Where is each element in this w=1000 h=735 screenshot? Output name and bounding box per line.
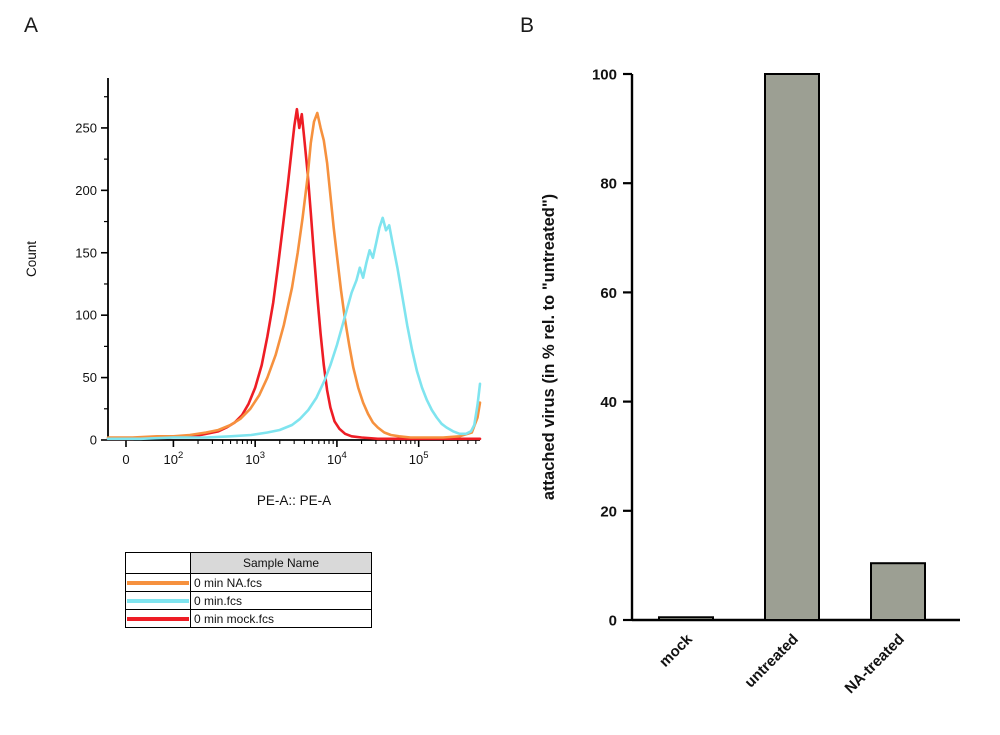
y-tick-label: 60 bbox=[600, 285, 617, 302]
bar-untreated bbox=[764, 73, 820, 621]
legend-sample-name: 0 min mock.fcs bbox=[190, 609, 372, 628]
legend-sample-name: 0 min NA.fcs bbox=[190, 573, 372, 592]
legend-row: 0 min NA.fcs bbox=[125, 573, 372, 592]
y-tick-label: 100 bbox=[75, 308, 97, 323]
legend-color-swatch bbox=[125, 609, 191, 628]
flow-ylabel: Count bbox=[24, 241, 39, 277]
y-tick-label: 250 bbox=[75, 120, 97, 135]
legend-color-swatch bbox=[125, 573, 191, 592]
x-tick-label: 0 bbox=[122, 452, 129, 467]
legend-row: 0 min.fcs bbox=[125, 591, 372, 610]
bar-mock bbox=[658, 616, 714, 622]
legend-color-swatch bbox=[125, 591, 191, 610]
legend-row: 0 min mock.fcs bbox=[125, 609, 372, 628]
legend-header-row: Sample Name bbox=[125, 552, 372, 574]
x-tick-label: 105 bbox=[409, 450, 429, 467]
x-category-label: untreated bbox=[741, 631, 801, 691]
x-category-label: mock bbox=[656, 630, 696, 670]
sample-legend-table: Sample Name 0 min NA.fcs 0 min.fcs 0 min mo… bbox=[125, 552, 372, 628]
x-tick-label: 103 bbox=[245, 450, 265, 467]
y-tick-label: 80 bbox=[600, 176, 617, 193]
x-tick-label: 104 bbox=[327, 450, 347, 467]
bar-chart-svg: 0 20 40 60 80 100 attached virus (in % rel. to… bbox=[540, 67, 960, 697]
y-tick-label: 0 bbox=[90, 433, 97, 448]
flow-xlabel: PE-A:: PE-A bbox=[257, 493, 331, 508]
y-tick-label: 20 bbox=[600, 503, 617, 520]
y-tick-label: 100 bbox=[592, 67, 617, 84]
x-tick-label: 102 bbox=[164, 450, 184, 467]
panel-b-label: B bbox=[520, 14, 535, 37]
y-tick-label: 200 bbox=[75, 183, 97, 198]
y-tick-label: 50 bbox=[83, 370, 97, 385]
histogram-curve bbox=[106, 216, 482, 441]
y-tick-label: 40 bbox=[600, 394, 617, 411]
histogram-curve bbox=[106, 111, 482, 439]
y-tick-label: 150 bbox=[75, 245, 97, 260]
bar-ylabel: attached virus (in % rel. to "untreated"… bbox=[540, 194, 558, 500]
legend-sample-name: 0 min.fcs bbox=[190, 591, 372, 610]
panel-a-label: A bbox=[24, 14, 39, 37]
legend-blank-cell bbox=[125, 552, 191, 574]
legend-header-cell: Sample Name bbox=[190, 552, 372, 574]
x-category-label: NA-treated bbox=[842, 631, 908, 697]
legend-table-container: Sample Name 0 min NA.fcs 0 min.fcs 0 min mo… bbox=[125, 552, 372, 628]
y-tick-label: 0 bbox=[609, 613, 617, 630]
bar-NA-treated bbox=[870, 562, 926, 622]
